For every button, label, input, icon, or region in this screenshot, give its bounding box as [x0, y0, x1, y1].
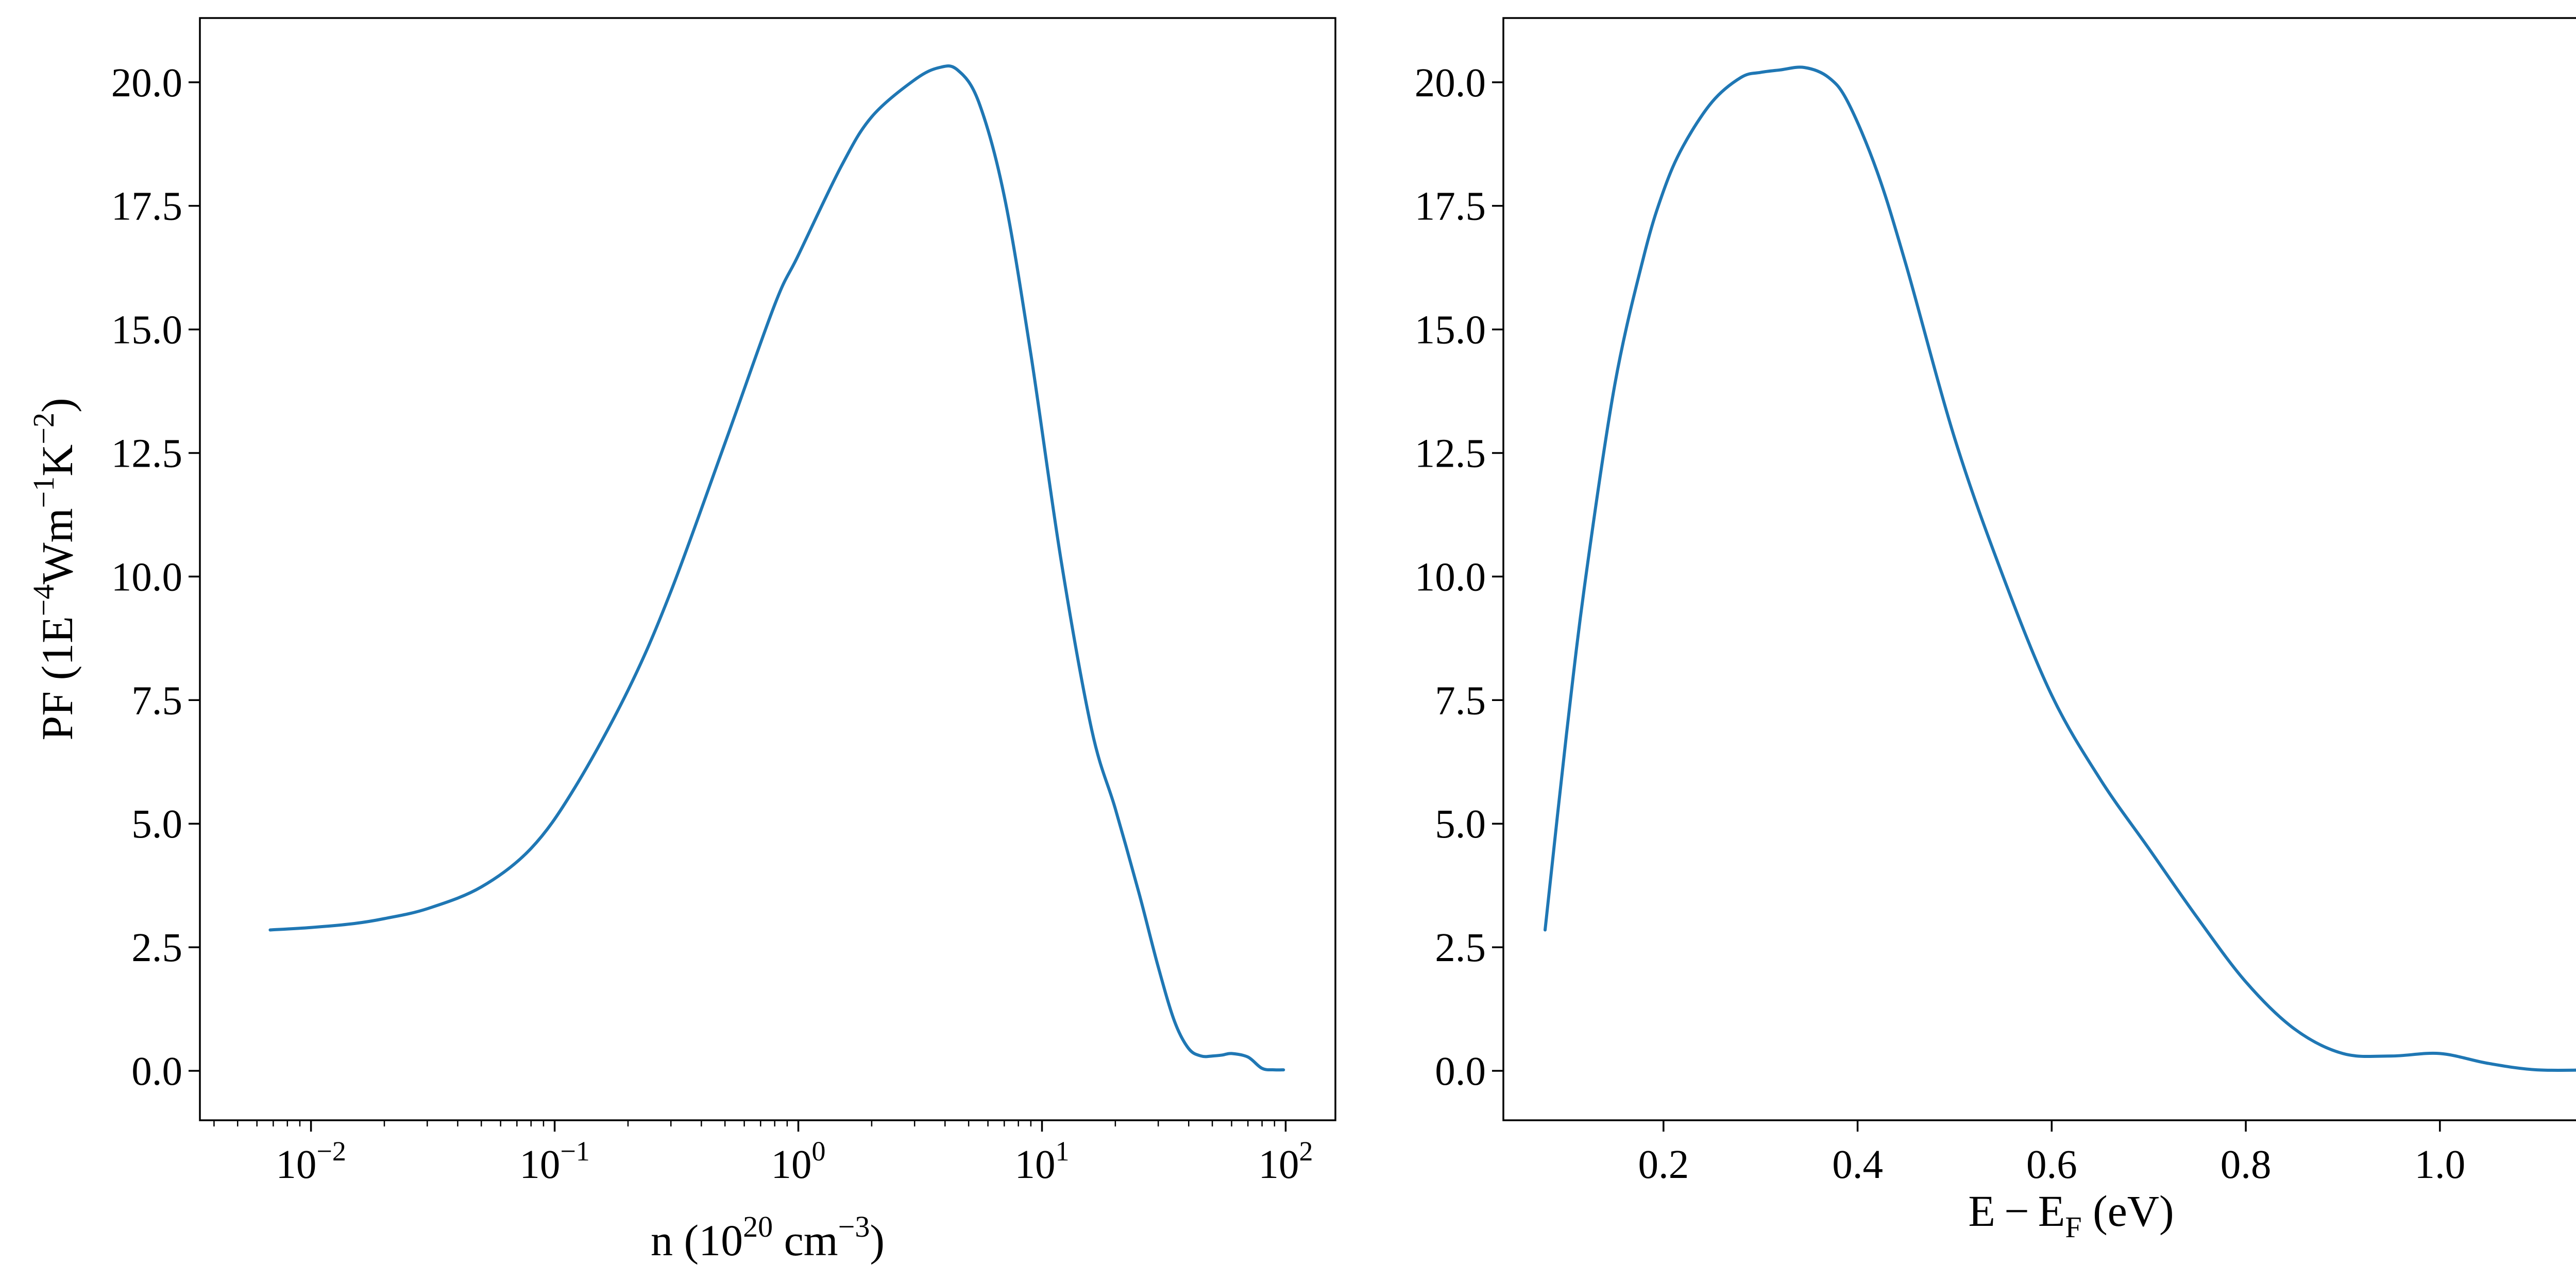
left-x-tick-label: 102	[1258, 1136, 1313, 1187]
left-axes: 0.0 2.5 5.0 7.5 10.0 12.5 15.0 17.5 20.0 10−2 10−1…	[111, 61, 1313, 1187]
left-x-tick-label: 100	[771, 1136, 826, 1187]
right-x-tick-label: 0.8	[2221, 1142, 2272, 1187]
right-y-tick-label: 0.0	[1435, 1049, 1486, 1094]
left-y-tick-label: 10.0	[111, 555, 182, 600]
left-x-axis-label: n (1020 cm−3)	[651, 1210, 885, 1265]
right-x-tick-label: 1.0	[2414, 1142, 2465, 1187]
right-y-tick-label: 10.0	[1415, 555, 1486, 600]
left-y-tick-label: 20.0	[111, 61, 182, 106]
left-y-tick-label: 12.5	[111, 431, 182, 476]
left-y-tick-label: 5.0	[131, 802, 182, 847]
right-y-tick-label: 2.5	[1435, 926, 1486, 970]
right-x-tick-label: 0.2	[1638, 1142, 1689, 1187]
right-y-tick-label: 12.5	[1415, 431, 1486, 476]
left-y-axis-label: PF (1E−4Wm−1K−2)	[27, 398, 82, 740]
right-y-tick-label: 5.0	[1435, 802, 1486, 847]
right-panel: 0.0 2.5 5.0 7.5 10.0 12.5 15.0 17.5 20.0 0.2 0.4 0.…	[1415, 17, 2576, 1244]
left-y-tick-label: 0.0	[131, 1049, 182, 1094]
right-x-tick-label: 0.4	[1832, 1142, 1883, 1187]
left-x-tick-label: 101	[1015, 1136, 1070, 1187]
right-series-line	[1544, 65, 2576, 1072]
right-x-axis-label: E − EF (eV)	[1968, 1186, 2174, 1244]
left-y-tick-label: 2.5	[131, 926, 182, 970]
right-x-tick-label: 0.6	[2026, 1142, 2077, 1187]
left-series-line	[268, 64, 1285, 1072]
left-series-path	[268, 64, 1285, 1072]
right-y-tick-label: 7.5	[1435, 678, 1486, 723]
left-y-tick-label: 15.0	[111, 308, 182, 353]
left-axes-frame	[199, 17, 1336, 1121]
right-axes: 0.0 2.5 5.0 7.5 10.0 12.5 15.0 17.5 20.0 0.2 0.4 0.…	[1415, 61, 2465, 1187]
left-panel: 0.0 2.5 5.0 7.5 10.0 12.5 15.0 17.5 20.0 10−2 10−1…	[27, 17, 1336, 1265]
right-y-tick-label: 15.0	[1415, 308, 1486, 353]
right-axes-frame	[1502, 17, 2576, 1121]
left-y-tick-label: 7.5	[131, 678, 182, 723]
right-series-path	[1544, 65, 2576, 1072]
right-y-tick-label: 17.5	[1415, 184, 1486, 229]
left-x-tick-label: 10−1	[519, 1136, 589, 1187]
left-x-tick-label: 10−2	[276, 1136, 346, 1187]
left-y-tick-label: 17.5	[111, 184, 182, 229]
right-y-tick-label: 20.0	[1415, 61, 1486, 106]
